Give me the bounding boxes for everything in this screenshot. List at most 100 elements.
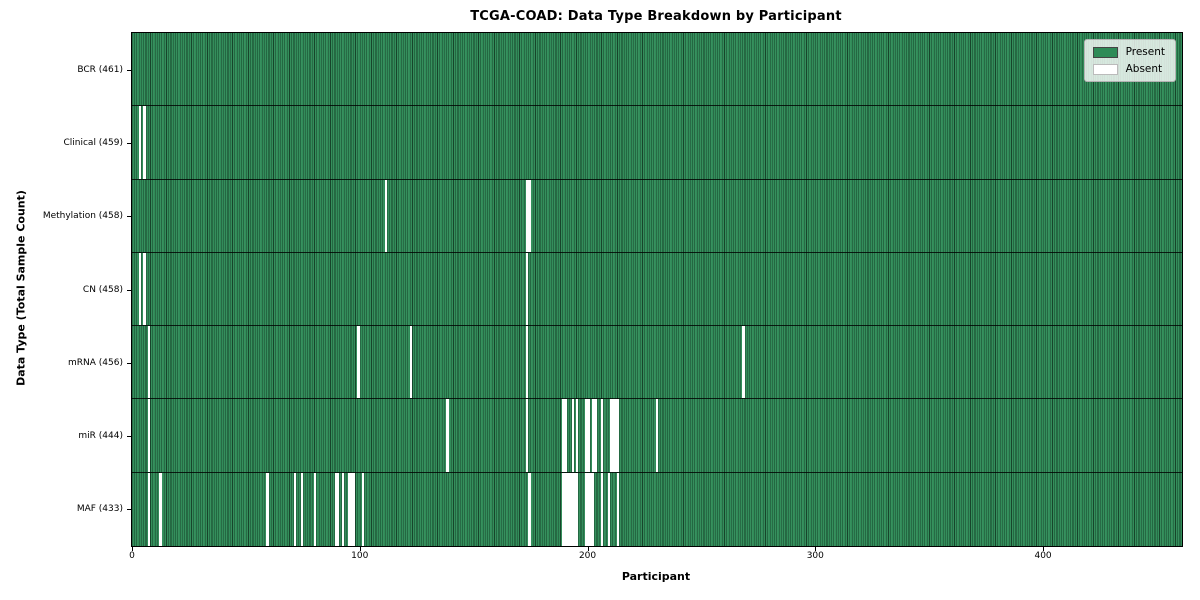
- legend-item-absent: Absent: [1092, 63, 1165, 75]
- absent-gap: [334, 472, 337, 546]
- absent-gap: [362, 472, 365, 546]
- row-MAF: [132, 472, 1182, 546]
- absent-gap: [587, 399, 590, 472]
- absent-gap: [562, 399, 565, 472]
- x-axis-label: Participant: [621, 570, 691, 583]
- absent-gap: [742, 326, 745, 399]
- absent-gap: [564, 472, 568, 546]
- absent-gap: [567, 472, 570, 546]
- x-tick-mark: [815, 547, 817, 551]
- y-tick-label: Clinical (459): [63, 137, 123, 148]
- y-tick-label: mRNA (456): [68, 357, 123, 368]
- absent-gap: [528, 472, 531, 546]
- y-tick-label: MAF (433): [76, 504, 123, 515]
- row-BCR: [132, 33, 1182, 107]
- y-tick-mark: [127, 362, 131, 364]
- x-tick-mark: [132, 547, 133, 551]
- legend-label: Present: [1125, 46, 1165, 58]
- absent-gap: [589, 472, 593, 546]
- absent-gap: [571, 472, 574, 546]
- row-Methylation: [132, 179, 1182, 253]
- absent-gap: [612, 399, 615, 472]
- absent-gap: [143, 252, 146, 326]
- absent-gap: [617, 472, 620, 546]
- absent-gap: [571, 399, 574, 472]
- absent-gap: [585, 472, 588, 546]
- x-tick-label: 400: [1034, 551, 1052, 561]
- absent-gap: [384, 179, 388, 252]
- legend-item-present: Present: [1092, 46, 1165, 58]
- absent-gap: [266, 472, 269, 546]
- y-tick-label: Methylation (458): [42, 211, 123, 222]
- x-tick-label: 0: [129, 551, 135, 561]
- y-tick-mark: [127, 142, 131, 144]
- absent-gap: [336, 472, 340, 546]
- absent-gap: [601, 399, 604, 472]
- absent-gap: [526, 399, 529, 472]
- absent-gap: [617, 399, 620, 472]
- absent-gap: [576, 472, 579, 546]
- absent-gap: [138, 106, 142, 179]
- row-mRNA: [132, 326, 1182, 400]
- absent-gap: [147, 399, 151, 472]
- y-tick-mark: [127, 216, 131, 218]
- absent-gap: [594, 399, 597, 472]
- absent-gap: [573, 472, 577, 546]
- absent-gap: [143, 106, 146, 179]
- y-tick-mark: [127, 289, 131, 291]
- y-tick-mark: [127, 436, 131, 438]
- absent-gap: [138, 252, 142, 326]
- absent-gap: [300, 472, 303, 546]
- x-tick-mark: [359, 547, 361, 551]
- absent-gap: [614, 399, 618, 472]
- absent-gap: [526, 326, 529, 399]
- absent-gap: [293, 472, 296, 546]
- row-Clinical: [132, 106, 1182, 180]
- absent-gap: [314, 472, 317, 546]
- chart-title: TCGA-COAD: Data Type Breakdown by Partic…: [470, 9, 842, 24]
- legend-swatch-present: [1092, 46, 1118, 58]
- row-CN: [132, 252, 1182, 327]
- absent-gap: [592, 472, 595, 546]
- absent-gap: [576, 399, 579, 472]
- y-tick-mark: [127, 69, 131, 71]
- absent-gap: [655, 399, 659, 472]
- x-tick-label: 200: [578, 551, 597, 561]
- absent-gap: [562, 472, 565, 546]
- absent-gap: [147, 472, 151, 546]
- y-tick-label: CN (458): [82, 284, 123, 295]
- absent-gap: [585, 399, 588, 472]
- absent-gap: [608, 472, 611, 546]
- absent-gap: [341, 472, 344, 546]
- absent-gap: [569, 472, 572, 546]
- absent-gap: [526, 179, 529, 252]
- x-tick-label: 300: [806, 551, 824, 561]
- plot-area: Present Absent: [131, 32, 1183, 547]
- absent-gap: [601, 472, 604, 546]
- absent-gap: [352, 472, 356, 546]
- absent-gap: [610, 399, 613, 472]
- absent-gap: [587, 472, 590, 546]
- absent-gap: [357, 326, 360, 399]
- absent-gap: [446, 399, 449, 472]
- absent-gap: [348, 472, 351, 546]
- absent-gap: [350, 472, 353, 546]
- x-tick-mark: [1043, 547, 1045, 551]
- legend-swatch-absent: [1092, 63, 1118, 75]
- bar-rows: [132, 33, 1182, 546]
- absent-gap: [526, 252, 529, 326]
- y-tick-mark: [127, 509, 131, 511]
- legend-label: Absent: [1125, 63, 1163, 75]
- absent-gap: [409, 326, 413, 399]
- row-miR: [132, 399, 1182, 473]
- absent-gap: [592, 399, 595, 472]
- absent-gap: [528, 179, 531, 252]
- absent-gap: [147, 326, 151, 399]
- absent-gap: [564, 399, 568, 472]
- x-tick-label: 100: [351, 551, 369, 561]
- y-tick-label: BCR (461): [77, 64, 123, 75]
- legend: Present Absent: [1083, 39, 1176, 82]
- y-tick-label: miR (444): [78, 431, 123, 442]
- absent-gap: [159, 472, 162, 546]
